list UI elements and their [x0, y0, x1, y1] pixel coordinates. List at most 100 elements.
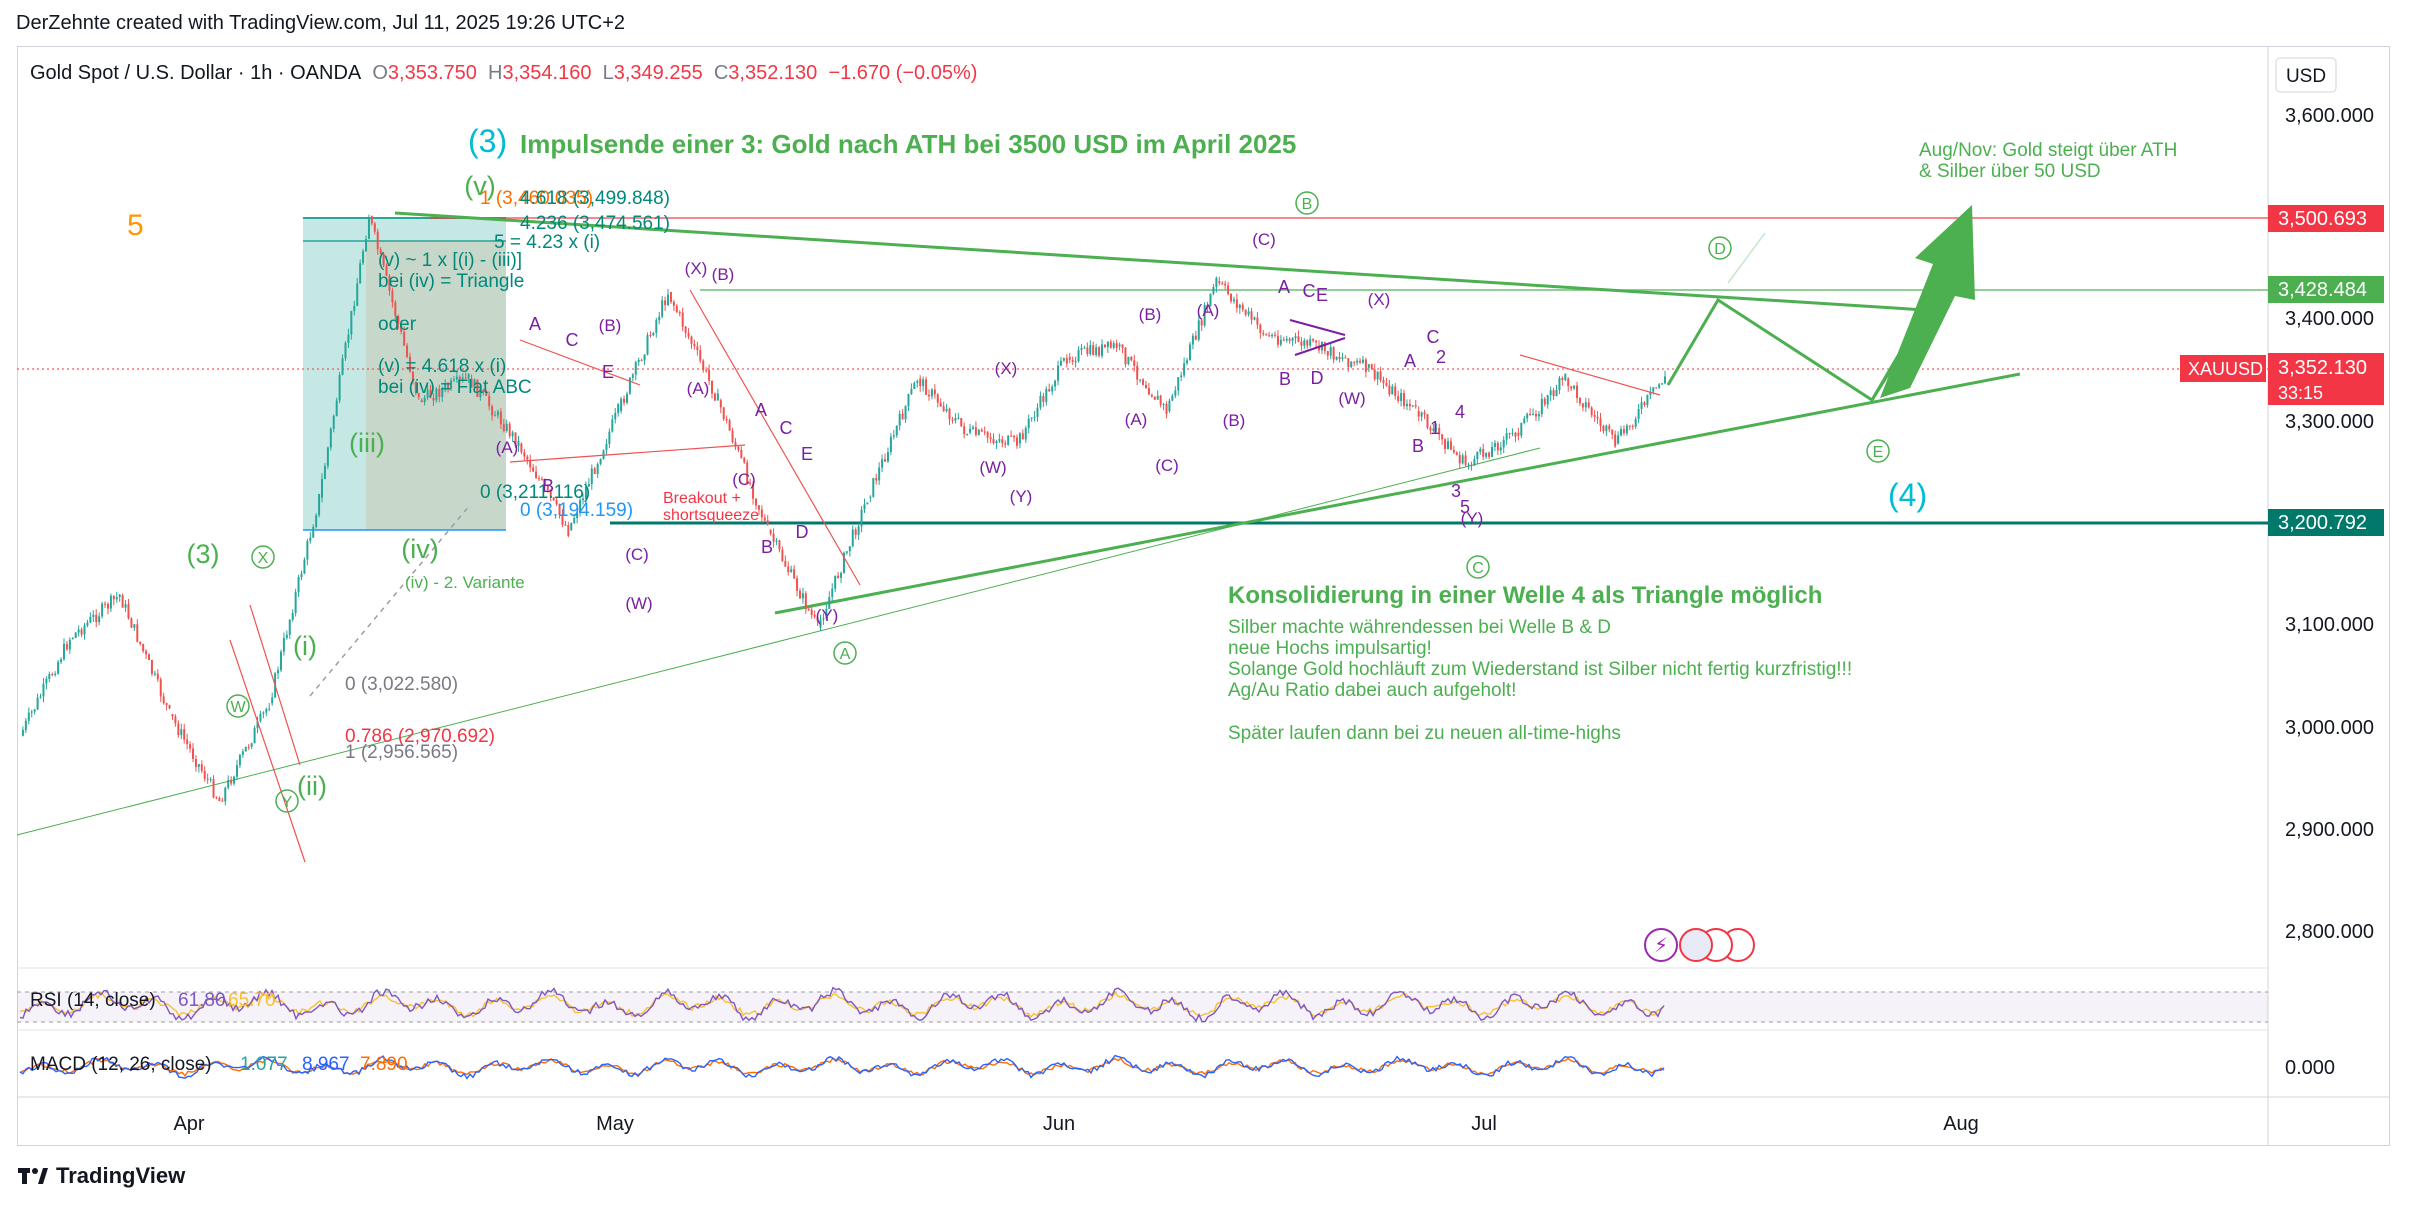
consolidation-line-3: Solange Gold hochläuft zum Wiederstand i… — [1228, 659, 1852, 680]
candle-body — [980, 429, 983, 432]
purple-e-1: E — [602, 362, 614, 382]
candle-body — [262, 712, 265, 714]
purple-wave-labels: (A) (B) (C) (W) (X) (B) (A) (C) (Y) (X) … — [496, 230, 1484, 625]
macd-label[interactable]: MACD (12, 26, close) — [30, 1054, 212, 1075]
candle-body — [1356, 360, 1359, 363]
candle-body — [1086, 347, 1089, 355]
candle-body — [1573, 385, 1576, 389]
lightning-glyph: ⚡ — [1654, 935, 1668, 957]
candle-body — [892, 435, 895, 437]
candle-body — [1297, 336, 1300, 342]
candle-body — [840, 572, 843, 578]
note-5: bei (iv) = Flat ABC — [378, 377, 532, 398]
candle-body — [1139, 379, 1142, 381]
purple-5: 5 — [1460, 497, 1470, 517]
candle-body — [1514, 432, 1517, 437]
circled-e: E — [1873, 444, 1884, 461]
candle-body — [1186, 360, 1189, 364]
candle-body — [1540, 398, 1543, 415]
candle-body — [1405, 403, 1408, 407]
candle-body — [1221, 283, 1224, 285]
candle-body — [1200, 320, 1203, 326]
candle-body — [1244, 309, 1247, 315]
purple-B-2: (B) — [712, 265, 735, 284]
candle-body — [482, 390, 485, 393]
candle-body — [74, 632, 77, 638]
candle-body — [1643, 402, 1646, 406]
candle-body — [1373, 369, 1376, 380]
candle-body — [1147, 388, 1150, 395]
candle-body — [775, 540, 778, 542]
candle-body — [1042, 396, 1045, 402]
candle-body — [133, 624, 136, 628]
candle-body — [669, 292, 672, 302]
candle-body — [1420, 412, 1423, 417]
candle-body — [784, 560, 787, 567]
tick-3428: 3,428.484 — [2278, 279, 2367, 301]
symbol-legend[interactable]: Gold Spot / U.S. Dollar · 1h · OANDA O3,… — [30, 62, 977, 85]
candle-body — [1341, 357, 1344, 359]
tick-3300: 3,300.000 — [2285, 411, 2374, 433]
price-axis[interactable]: 3,600.000 3,500.693 3,428.484 3,400.000 … — [2180, 105, 2384, 1079]
candle-body — [605, 443, 608, 451]
red-channel-4 — [509, 444, 746, 463]
candle-body — [734, 442, 737, 447]
candle-body — [1602, 425, 1605, 432]
macd-value: 8.967 — [302, 1054, 350, 1075]
candle-body — [708, 370, 711, 381]
candle-body — [224, 787, 227, 802]
candle-body — [713, 393, 716, 401]
symbol-name[interactable]: Gold Spot / U.S. Dollar · 1h · OANDA — [30, 62, 362, 84]
candle-body — [1247, 311, 1250, 315]
candle-body — [728, 420, 731, 431]
candle-body — [1294, 336, 1297, 338]
fib-top-2: 4.618 (3,499.848) — [520, 188, 670, 209]
tradingview-footer[interactable]: TradingView — [18, 1163, 185, 1189]
candle-body — [338, 374, 341, 401]
candle-body — [948, 408, 951, 420]
lightning-event-icon[interactable] — [1644, 928, 1678, 962]
big-green-arrow — [1880, 205, 1975, 398]
candle-body — [218, 798, 221, 802]
candle-body — [1276, 335, 1279, 345]
candle-body — [394, 302, 397, 317]
purple-B-1: (B) — [599, 316, 622, 335]
candle-body — [523, 452, 526, 457]
candle-body — [367, 218, 370, 240]
candle-body — [414, 381, 417, 394]
candle-body — [1537, 414, 1540, 417]
candle-body — [898, 413, 901, 426]
candle-body — [1359, 360, 1362, 363]
circled-w: W — [230, 699, 246, 716]
candle-body — [837, 575, 840, 578]
candle-body — [1312, 339, 1315, 341]
candle-body — [543, 479, 546, 486]
candle-body — [1508, 433, 1511, 435]
candle-body — [1344, 357, 1347, 359]
candle-body — [203, 770, 206, 779]
candle-body — [945, 408, 948, 412]
candle-body — [910, 389, 913, 395]
candle-body — [485, 392, 488, 396]
candle-body — [1285, 338, 1288, 341]
purple-c-3: C — [1303, 281, 1316, 301]
triangle-lower-line — [774, 372, 2021, 615]
time-axis[interactable]: Apr May Jun Jul Aug — [173, 1113, 1978, 1135]
candle-body — [625, 393, 628, 403]
candle-body — [810, 609, 813, 616]
iv-variant-note: (iv) - 2. Variante — [405, 573, 525, 592]
candle-body — [426, 389, 429, 398]
candle-body — [491, 406, 494, 416]
candle-body — [282, 638, 285, 652]
candle-body — [646, 334, 649, 355]
candle-body — [1089, 345, 1092, 355]
candle-body — [362, 251, 365, 264]
candle-body — [162, 696, 165, 704]
candle-body — [1493, 442, 1496, 447]
us-flag-event-icon-3[interactable] — [1679, 928, 1713, 962]
candle-body — [206, 778, 209, 780]
rsi-label[interactable]: RSI (14, close) — [30, 990, 156, 1011]
currency-button[interactable] — [2275, 57, 2337, 93]
candle-body — [1532, 414, 1535, 416]
